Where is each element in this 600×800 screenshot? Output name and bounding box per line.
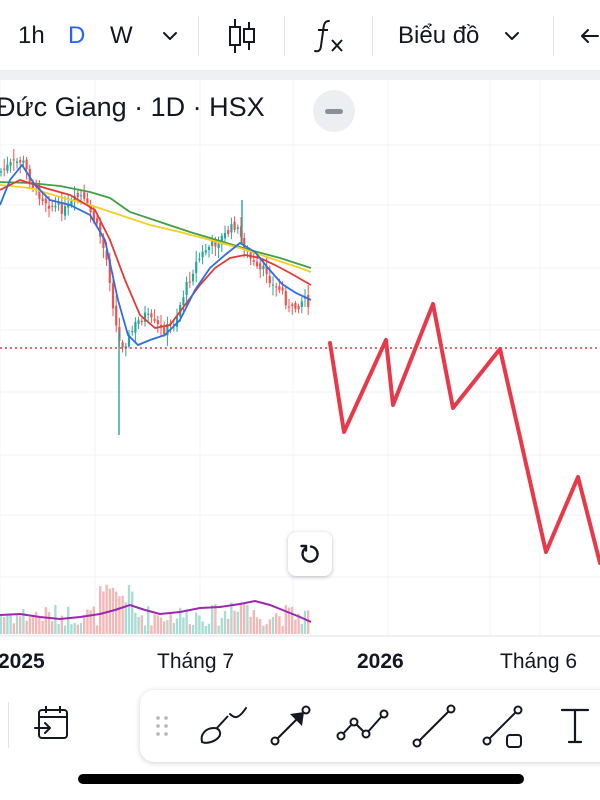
home-indicator <box>78 774 524 784</box>
chart-pane[interactable] <box>0 80 600 638</box>
refresh-icon <box>300 544 319 563</box>
toolbar-divider <box>553 16 554 56</box>
chevron-down-icon[interactable] <box>502 26 522 46</box>
minus-icon <box>325 109 343 114</box>
fx-icon[interactable] <box>312 16 346 56</box>
trend-arrow-icon[interactable] <box>268 704 312 748</box>
volume-bars <box>0 584 310 634</box>
time-axis-label: Tháng 7 <box>157 650 235 673</box>
time-axis-label: 2026 <box>357 650 404 673</box>
interval-1h-button[interactable]: 1h <box>18 22 45 49</box>
ma-yellow-line <box>0 184 312 273</box>
undo-icon[interactable] <box>578 22 600 50</box>
interval-w-button[interactable]: W <box>110 22 133 49</box>
brush-icon[interactable] <box>196 704 248 748</box>
chart-legend-title[interactable]: Đức Giang · 1D · HSX <box>0 92 265 122</box>
volume-ma-line <box>0 599 312 623</box>
chevron-down-icon[interactable] <box>160 26 180 46</box>
toolbar-divider <box>372 16 373 56</box>
interval-d-button[interactable]: D <box>68 22 86 49</box>
candles <box>0 148 310 435</box>
drawing-toolbar <box>140 690 600 762</box>
drawn-path[interactable] <box>328 302 600 565</box>
chart-type-button[interactable]: Biểu đồ <box>398 22 480 49</box>
text-tool-icon[interactable] <box>558 704 592 748</box>
candlestick-icon[interactable] <box>226 16 258 56</box>
trend-line-icon[interactable] <box>410 702 458 750</box>
line-tool-icon[interactable] <box>480 702 530 752</box>
toolbar-divider <box>198 16 199 56</box>
left-tool-area <box>0 690 140 762</box>
time-axis-label: 2025 <box>0 650 45 673</box>
divider <box>8 702 9 748</box>
drag-handle-icon[interactable] <box>154 714 170 738</box>
ma-green-line <box>0 181 312 269</box>
time-axis-label: Tháng 6 <box>500 650 578 673</box>
path-icon[interactable] <box>336 704 390 748</box>
ma-blue-line <box>0 163 312 347</box>
top-toolbar: 1h D W Biểu đồ <box>0 0 600 72</box>
toolbar-shadow <box>0 70 600 80</box>
toolbar-divider <box>284 16 285 56</box>
calendar-goto-icon[interactable] <box>32 704 72 744</box>
collapse-legend-button[interactable] <box>313 90 355 132</box>
reset-chart-button[interactable] <box>288 532 332 576</box>
